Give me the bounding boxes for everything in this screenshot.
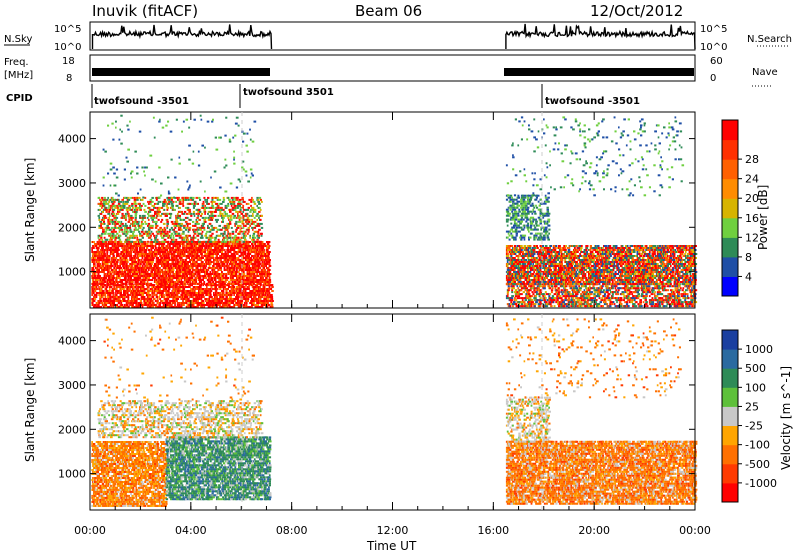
power-y-tick-label: 1000 <box>58 266 86 279</box>
x-tick-label: 20:00 <box>578 524 610 537</box>
nsearch-label: N.Search <box>747 34 792 45</box>
freq-label: Freq. <box>4 57 29 68</box>
velocity-colorbar-tick: 100 <box>745 381 766 394</box>
x-tick-label: 16:00 <box>477 524 509 537</box>
velocity-heatmap <box>91 316 698 507</box>
freq-panel <box>89 54 696 82</box>
nsky-label: N.Sky <box>4 34 32 45</box>
power-y-tick-label: 2000 <box>58 221 86 234</box>
nave-tick-top: 60 <box>710 56 723 67</box>
nsky-tick-top: 10^5 <box>54 24 81 35</box>
velocity-y-axis-title: Slant Range [km] <box>23 358 37 462</box>
x-tick-label: 04:00 <box>175 524 207 537</box>
x-tick-label: 08:00 <box>276 524 308 537</box>
nave-label: Nave <box>752 67 778 78</box>
x-tick-label: 12:00 <box>377 524 409 537</box>
velocity-colorbar-tick: -100 <box>745 439 770 452</box>
velocity-colorbar-tick: 25 <box>745 400 759 413</box>
velocity-colorbar-frame <box>721 329 739 503</box>
beam-title: Beam 06 <box>355 2 422 20</box>
power-colorbar-title: Power [dB] <box>756 185 770 250</box>
power-colorbar-tick: 4 <box>745 270 752 283</box>
cpid-segment-1: twofsound -3501 <box>94 96 189 107</box>
cpid-segment-2: twofsound 3501 <box>243 87 334 98</box>
power-colorbar-tick: 24 <box>745 173 759 186</box>
velocity-y-tick-label: 3000 <box>58 379 86 392</box>
velocity-y-tick-label: 2000 <box>58 423 86 436</box>
power-colorbar-frame <box>721 119 739 297</box>
velocity-colorbar-tick: -500 <box>745 458 770 471</box>
station-title: Inuvik (fitACF) <box>92 2 198 20</box>
power-colorbar-tick: 8 <box>745 251 752 264</box>
nsky-panel <box>89 21 696 51</box>
velocity-colorbar-tick: -1000 <box>745 477 777 490</box>
velocity-colorbar: 1000 500 100 25 -25 -100 -500 -1000 <box>722 330 777 503</box>
power-heatmap <box>91 114 698 308</box>
velocity-colorbar-tick: -25 <box>745 420 763 433</box>
freq-unit: [MHz] <box>4 70 33 81</box>
power-y-axis-title: Slant Range [km] <box>23 158 37 262</box>
velocity-colorbar-tick: 1000 <box>745 343 773 356</box>
velocity-colorbar-title: Velocity [m s^-1] <box>779 366 793 470</box>
x-tick-label: 00:00 <box>679 524 711 537</box>
velocity-colorbar-tick: 500 <box>745 362 766 375</box>
velocity-y-tick-label: 4000 <box>58 335 86 348</box>
power-colorbar-tick: 20 <box>745 192 759 205</box>
velocity-y-tick-label: 1000 <box>58 468 86 481</box>
nsearch-tick-top: 10^5 <box>700 24 727 35</box>
power-y-tick-label: 4000 <box>58 133 86 146</box>
power-colorbar: 4 8 12 16 20 24 28 <box>722 120 759 297</box>
power-colorbar-tick: 12 <box>745 231 759 244</box>
cpid-segment-3: twofsound -3501 <box>545 96 640 107</box>
power-y-tick-label: 3000 <box>58 177 86 190</box>
power-colorbar-tick: 16 <box>745 212 759 225</box>
nsearch-tick-bottom: 10^0 <box>700 42 727 53</box>
nave-tick-bottom: 0 <box>710 73 716 84</box>
cpid-label: CPID <box>6 93 33 104</box>
date-title: 12/Oct/2012 <box>590 2 683 20</box>
freq-tick-bottom: 8 <box>66 73 72 84</box>
nsky-trace <box>91 23 696 50</box>
power-colorbar-tick: 28 <box>745 153 759 166</box>
freq-band-1 <box>92 68 270 76</box>
x-axis-title: Time UT <box>366 539 417 553</box>
x-tick-label: 00:00 <box>74 524 106 537</box>
nsky-tick-bottom: 10^0 <box>54 42 81 53</box>
freq-band-2 <box>504 68 694 76</box>
freq-tick-top: 18 <box>62 56 75 67</box>
